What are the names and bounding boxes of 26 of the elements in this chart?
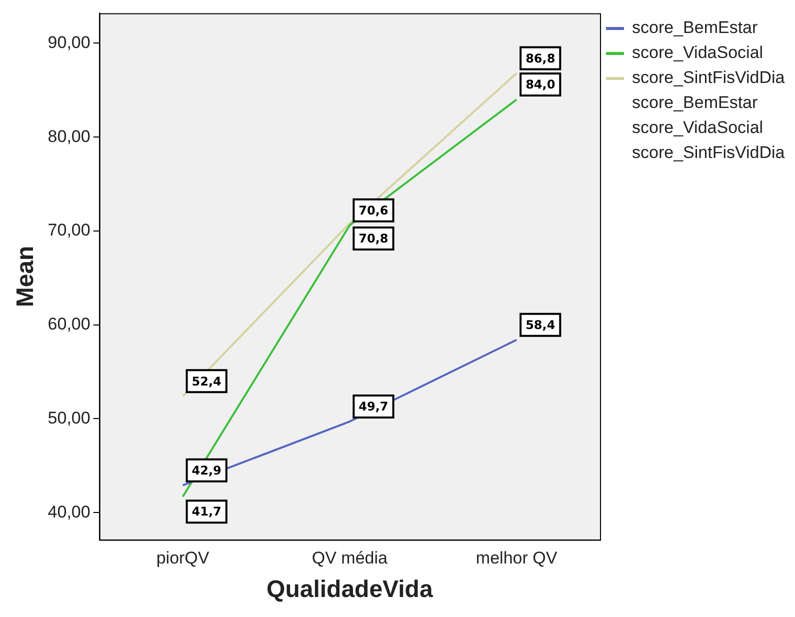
data-label: 41,7	[192, 504, 222, 519]
y-tick-label: 60,00	[48, 314, 90, 334]
y-tick-label: 70,00	[48, 220, 90, 240]
legend-label: score_SintFisVidDia	[632, 68, 785, 88]
data-label: 58,4	[526, 318, 556, 332]
x-tick-label: QV média	[312, 548, 388, 568]
text: score_VidaSocial	[632, 118, 764, 137]
data-label: 42,9	[192, 463, 222, 478]
data-label: 70,8	[358, 232, 388, 246]
legend-label: score_VidaSocial	[632, 43, 764, 63]
y-tick-label: 40,00	[48, 502, 90, 522]
x-tick-label: melhor QV	[476, 548, 558, 568]
data-label: 70,6	[358, 203, 388, 218]
legend-label: score_BemEstar	[632, 18, 758, 38]
text: score_SintFisVidDia	[632, 143, 785, 162]
y-axis-title: Mean	[12, 246, 40, 308]
y-tick-label: 90,00	[48, 32, 90, 52]
text: score_BemEstar	[632, 93, 758, 112]
data-label: 86,8	[526, 51, 556, 66]
x-tick-label: piorQV	[156, 548, 210, 568]
y-tick-label: 50,00	[48, 408, 90, 428]
x-axis-title: QualidadeVida	[266, 576, 434, 604]
data-label: 52,4	[192, 374, 222, 388]
data-label: 84,0	[526, 78, 556, 92]
data-label: 49,7	[358, 400, 388, 414]
y-tick-label: 80,00	[48, 126, 90, 146]
